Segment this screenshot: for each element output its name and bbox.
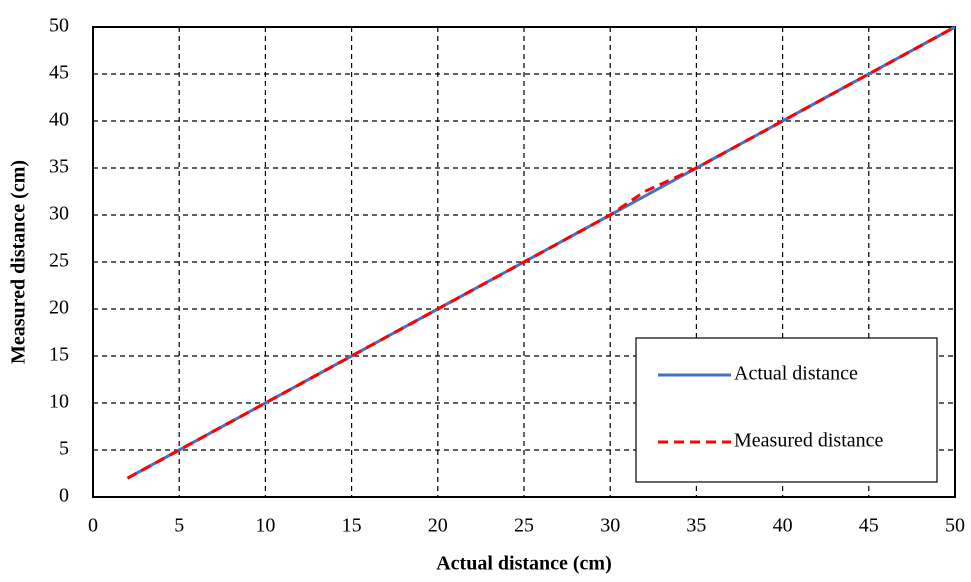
x-tick-label: 45 [859,515,879,537]
x-axis-title: Actual distance (cm) [436,553,612,575]
legend-box [635,337,938,483]
legend-label: Actual distance [734,363,858,385]
y-tick-label: 35 [49,156,69,178]
x-tick-label: 20 [428,515,448,537]
x-tick-label: 0 [88,515,98,537]
x-tick-label: 35 [686,515,706,537]
y-tick-label: 0 [59,485,69,507]
plot-border [92,26,956,498]
y-tick-label: 10 [49,391,69,413]
x-tick-label: 50 [945,515,965,537]
y-tick-label: 40 [49,109,69,131]
x-tick-label: 5 [174,515,184,537]
y-axis-title: Measured distance (cm) [8,160,30,364]
y-tick-label: 50 [49,15,69,37]
legend-label: Measured distance [734,430,884,452]
x-tick-label: 10 [255,515,275,537]
y-tick-label: 25 [49,250,69,272]
x-tick-label: 40 [773,515,793,537]
y-tick-label: 30 [49,203,69,225]
y-tick-label: 45 [49,62,69,84]
x-tick-label: 15 [342,515,362,537]
series-line [126,25,956,480]
y-tick-label: 20 [49,297,69,319]
y-tick-label: 15 [49,344,69,366]
x-tick-label: 25 [514,515,534,537]
x-tick-label: 30 [600,515,620,537]
y-tick-label: 5 [59,438,69,460]
